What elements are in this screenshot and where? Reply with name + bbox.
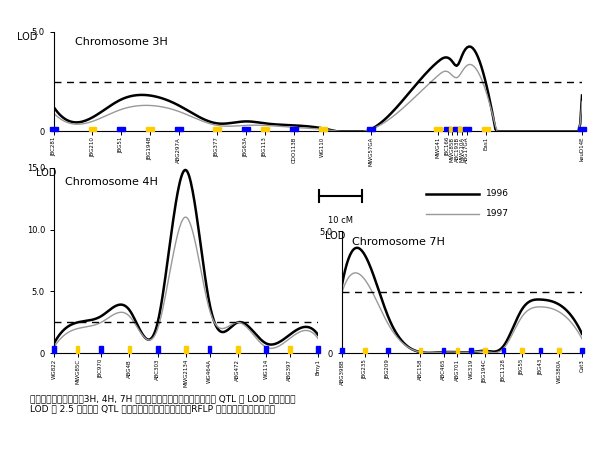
Bar [367, 127, 374, 131]
Bar [52, 346, 56, 353]
Bar [214, 127, 221, 131]
Bar [386, 348, 390, 353]
Bar [146, 127, 154, 131]
Bar [483, 348, 487, 353]
Text: LOD: LOD [35, 168, 56, 178]
Text: Chromosome 3H: Chromosome 3H [75, 37, 168, 47]
Bar [520, 348, 524, 353]
Bar [469, 348, 473, 353]
Text: 10 cM: 10 cM [328, 217, 353, 225]
Bar [419, 348, 422, 353]
Bar [442, 348, 445, 353]
Text: 図１．オオムギ染色体3H, 4H, 7H におけるオオムギ縞萎縮病抵抗性 QTL の LOD ファイル。
LOD 値 2.5 の点線は QTL の存在確認のため: 図１．オオムギ染色体3H, 4H, 7H におけるオオムギ縞萎縮病抵抗性 QTL… [30, 394, 296, 414]
Bar [50, 127, 58, 131]
Bar [262, 127, 269, 131]
Bar [458, 127, 466, 131]
Text: LOD: LOD [325, 231, 346, 241]
Bar [482, 127, 490, 131]
Bar [316, 346, 320, 353]
Bar [118, 127, 125, 131]
Bar [455, 348, 459, 353]
Bar [454, 127, 461, 131]
Bar [236, 346, 240, 353]
Bar [578, 127, 586, 131]
Bar [89, 127, 96, 131]
Text: Chromosome 4H: Chromosome 4H [65, 177, 157, 187]
Bar [444, 127, 451, 131]
Bar [175, 127, 182, 131]
Bar [128, 346, 131, 353]
Bar [539, 348, 542, 353]
Bar [156, 346, 160, 353]
Bar [502, 348, 505, 353]
Bar [208, 346, 211, 353]
Bar [242, 127, 250, 131]
Bar [449, 127, 456, 131]
Bar [184, 346, 188, 353]
Text: 1997: 1997 [485, 209, 509, 218]
Bar [580, 348, 584, 353]
Text: LOD: LOD [17, 32, 37, 42]
Bar [264, 346, 268, 353]
Bar [290, 127, 298, 131]
Bar [99, 346, 103, 353]
Bar [463, 127, 470, 131]
Bar [340, 348, 344, 353]
Text: 1996: 1996 [485, 189, 509, 198]
Text: Chromosome 7H: Chromosome 7H [352, 237, 445, 247]
Bar [434, 127, 442, 131]
Bar [363, 348, 367, 353]
Bar [288, 346, 292, 353]
Bar [76, 346, 79, 353]
Bar [319, 127, 326, 131]
Bar [557, 348, 561, 353]
